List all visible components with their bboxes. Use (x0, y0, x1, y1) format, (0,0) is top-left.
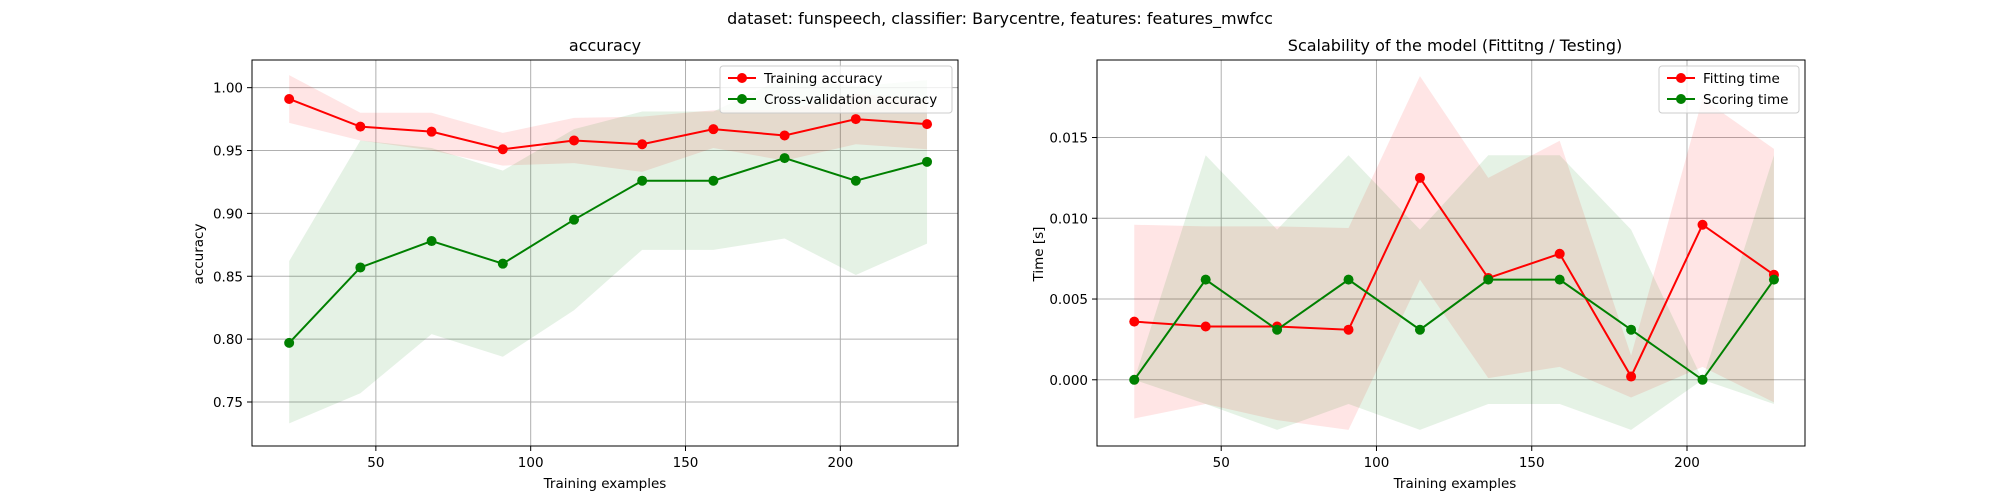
data-point (1343, 324, 1354, 335)
legend-marker (737, 94, 747, 104)
series-line (1133, 278, 1775, 382)
legend: Training accuracy Cross-validation accura… (719, 65, 953, 114)
legend-box (719, 65, 953, 114)
data-point (922, 156, 933, 167)
series-band (289, 75, 928, 172)
x-axis-label: Training examples (1393, 476, 1517, 492)
legend-label: Cross-validation accuracy (764, 92, 937, 108)
gridlines (1097, 60, 1805, 446)
data-point (1768, 274, 1779, 285)
data-point (1697, 374, 1708, 385)
data-point (1343, 274, 1354, 285)
y-tick-label: 0.90 (213, 206, 243, 222)
data-point (1129, 316, 1140, 327)
data-point (922, 119, 933, 130)
x-tick-label: 100 (518, 455, 544, 471)
legend-label: Training accuracy (763, 71, 882, 87)
series-band (1134, 76, 1774, 430)
data-point (1414, 324, 1425, 335)
data-point (637, 175, 648, 186)
y-tick-label: 0.005 (1049, 292, 1088, 308)
series-line (288, 98, 928, 151)
data-point (355, 262, 366, 273)
y-tick-label: 0.80 (213, 332, 243, 348)
series-line (288, 157, 928, 344)
plot-area (284, 75, 933, 424)
data-point (850, 114, 861, 125)
y-tick-label: 0.85 (213, 269, 243, 285)
y-tick-label: 1.00 (213, 81, 243, 97)
data-point (708, 175, 719, 186)
data-point (426, 236, 437, 247)
data-point (779, 153, 790, 164)
plot-area (1129, 76, 1779, 430)
y-axis-label: Time [s] (1031, 227, 1047, 283)
legend-label: Scoring time (1703, 92, 1788, 108)
data-point (637, 139, 648, 150)
data-point (1200, 321, 1211, 332)
data-point (426, 126, 437, 137)
legend: Fitting time Scoring time (1658, 65, 1800, 114)
data-point (1200, 274, 1211, 285)
panel-title: accuracy (569, 36, 641, 55)
y-tick-label: 0.95 (213, 144, 243, 160)
data-point (497, 258, 508, 269)
scalability-panel: Scalability of the model (Fittitng / Tes… (1031, 36, 1806, 492)
x-tick-label: 150 (673, 455, 699, 471)
data-point (779, 130, 790, 141)
x-tick-label: 150 (1519, 455, 1545, 471)
data-point (1483, 274, 1494, 285)
legend-marker (1676, 73, 1686, 83)
data-point (708, 124, 719, 135)
data-point (1626, 324, 1637, 335)
axes-frame (1096, 59, 1806, 447)
x-axis-label: Training examples (543, 476, 667, 492)
data-point (1272, 324, 1283, 335)
y-tick-label: 0.000 (1049, 373, 1088, 389)
data-point (1554, 248, 1565, 259)
axes-frame (251, 59, 959, 447)
series-line (1134, 175, 1775, 379)
data-point (1554, 274, 1565, 285)
data-point (1626, 371, 1637, 382)
y-tick-label: 0.75 (213, 395, 243, 411)
data-point (497, 144, 508, 155)
panel-title: Scalability of the model (Fittitng / Tes… (1288, 36, 1622, 55)
data-point (1697, 219, 1708, 230)
data-point (284, 93, 295, 104)
legend-marker (1676, 94, 1686, 104)
y-tick-label: 0.010 (1049, 211, 1088, 227)
x-tick-label: 100 (1364, 455, 1390, 471)
x-tick-label: 200 (827, 455, 853, 471)
data-point (569, 214, 580, 225)
y-tick-label: 0.015 (1049, 131, 1088, 147)
data-point (284, 337, 295, 348)
y-axis-label: accuracy (191, 224, 207, 285)
figure-suptitle: dataset: funspeech, classifier: Barycent… (727, 9, 1273, 29)
legend-label: Fitting time (1703, 71, 1780, 87)
accuracy-panel: accuracy Training examples accuracy 50 10… (191, 36, 959, 492)
x-tick-label: 50 (367, 455, 384, 471)
x-tick-label: 200 (1674, 455, 1700, 471)
x-tick-label: 50 (1213, 455, 1230, 471)
data-point (355, 121, 366, 132)
data-point (1414, 172, 1425, 183)
legend-marker (737, 73, 747, 83)
data-point (569, 135, 580, 146)
data-point (1129, 374, 1140, 385)
data-point (850, 175, 861, 186)
series-band (1134, 155, 1774, 430)
